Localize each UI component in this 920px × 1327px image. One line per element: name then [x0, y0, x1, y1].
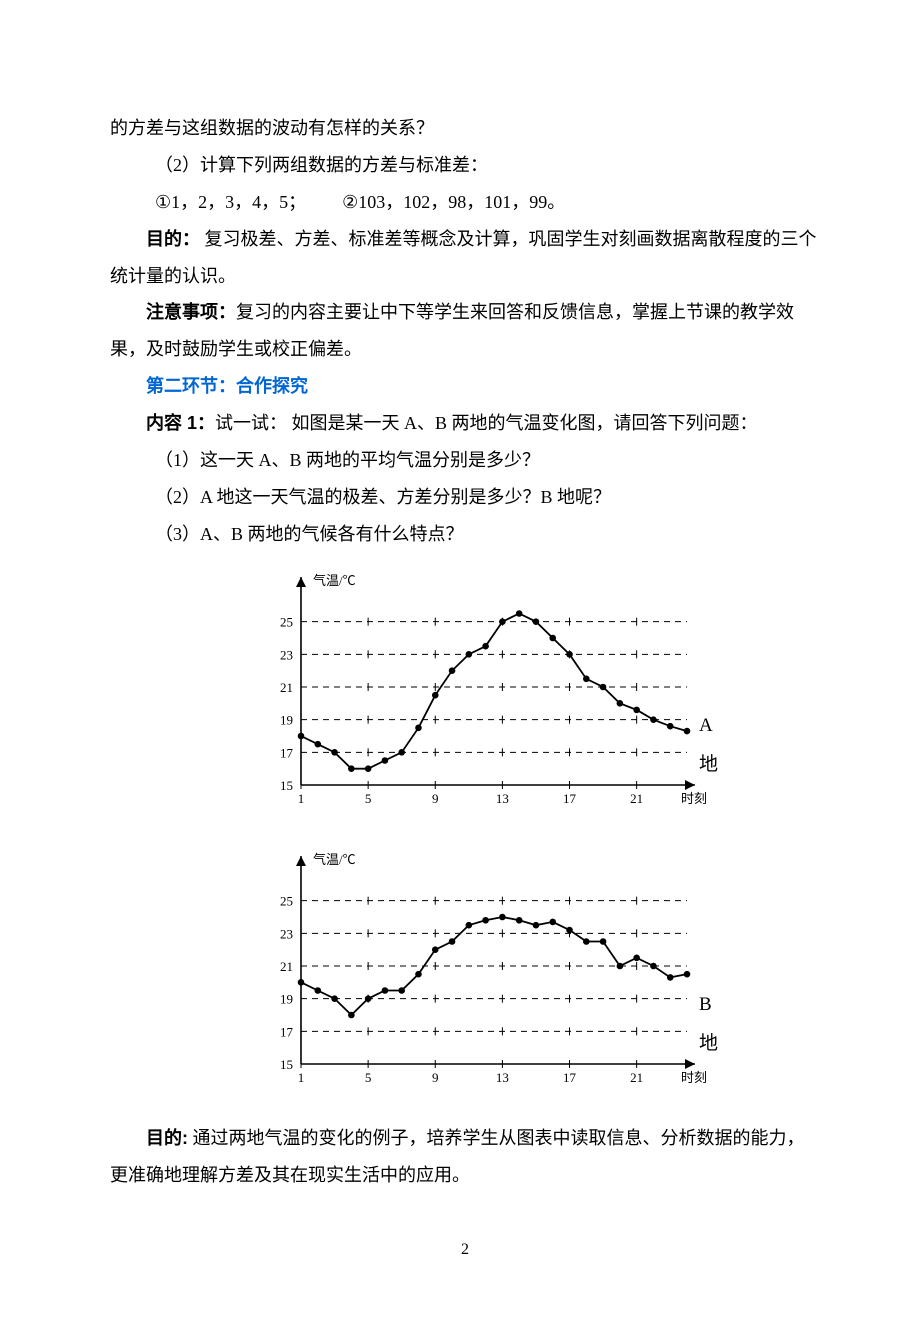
svg-text:23: 23	[280, 647, 293, 662]
line-notes: 注意事项：复习的内容主要让中下等学生来回答和反馈信息，掌握上节课的教学效果，及时…	[110, 294, 820, 368]
document-page: 的方差与这组数据的波动有怎样的关系？ （2）计算下列两组数据的方差与标准差： ①…	[0, 0, 920, 1327]
svg-text:25: 25	[280, 893, 293, 908]
svg-text:21: 21	[280, 680, 293, 695]
chart-a-box: 151719212325159131721气温/℃时刻 A 地	[255, 561, 715, 834]
svg-text:17: 17	[280, 745, 294, 760]
svg-text:19: 19	[280, 991, 293, 1006]
svg-text:21: 21	[630, 1070, 643, 1085]
svg-text:13: 13	[496, 791, 509, 806]
line-q-tail: 的方差与这组数据的波动有怎样的关系？	[110, 110, 820, 147]
label-purpose-2: 目的:	[146, 1128, 188, 1148]
charts-container: 151719212325159131721气温/℃时刻 A 地 15171921…	[150, 561, 820, 1113]
line-data-sets: ①1，2，3，4，5； ②103，102，98，101，99。	[110, 184, 820, 221]
svg-text:17: 17	[563, 1070, 577, 1085]
svg-text:时刻: 时刻	[681, 791, 707, 806]
svg-text:1: 1	[298, 1070, 305, 1085]
line-subq-3: （3）A、B 两地的气候各有什么特点？	[110, 516, 820, 553]
chart-b-label: B 地	[699, 986, 718, 1064]
text-content-1: 试一试： 如图是某一天 A、B 两地的气温变化图，请回答下列问题：	[215, 413, 758, 433]
svg-text:时刻: 时刻	[681, 1070, 707, 1085]
svg-text:15: 15	[280, 1057, 293, 1072]
label-content-1: 内容 1：	[146, 413, 215, 433]
svg-text:5: 5	[365, 1070, 372, 1085]
svg-text:17: 17	[280, 1024, 294, 1039]
label-notes: 注意事项：	[146, 302, 236, 322]
text-purpose-2: 通过两地气温的变化的例子，培养学生从图表中读取信息、分析数据的能力，更准确地理解…	[110, 1128, 805, 1185]
line-subq-2: （2）A 地这一天气温的极差、方差分别是多少？B 地呢？	[110, 479, 820, 516]
svg-text:气温/℃: 气温/℃	[313, 852, 356, 867]
line-subq-1: （1）这一天 A、B 两地的平均气温分别是多少？	[110, 442, 820, 479]
chart-b: 151719212325159131721气温/℃时刻	[255, 840, 715, 1100]
chart-b-box: 151719212325159131721气温/℃时刻 B 地	[255, 840, 715, 1113]
svg-text:5: 5	[365, 791, 372, 806]
svg-text:9: 9	[432, 791, 439, 806]
svg-text:9: 9	[432, 1070, 439, 1085]
chart-a: 151719212325159131721气温/℃时刻	[255, 561, 715, 821]
svg-text:13: 13	[496, 1070, 509, 1085]
svg-text:19: 19	[280, 712, 293, 727]
line-purpose-2: 目的: 通过两地气温的变化的例子，培养学生从图表中读取信息、分析数据的能力，更准…	[110, 1120, 820, 1194]
line-content-1: 内容 1：试一试： 如图是某一天 A、B 两地的气温变化图，请回答下列问题：	[110, 405, 820, 442]
svg-text:23: 23	[280, 926, 293, 941]
chart-a-label: A 地	[699, 707, 718, 785]
label-purpose-1: 目的：	[146, 229, 200, 249]
heading-section-2: 第二环节：合作探究	[110, 368, 820, 405]
text-purpose-1: 复习极差、方差、标准差等概念及计算，巩固学生对刻画数据离散程度的三个统计量的认识…	[110, 229, 817, 286]
page-number: 2	[110, 1234, 820, 1267]
svg-text:25: 25	[280, 614, 293, 629]
svg-text:21: 21	[630, 791, 643, 806]
svg-text:15: 15	[280, 778, 293, 793]
heading-section-2-text: 第二环节：合作探究	[146, 376, 308, 396]
line-purpose-1: 目的： 复习极差、方差、标准差等概念及计算，巩固学生对刻画数据离散程度的三个统计…	[110, 221, 820, 295]
svg-text:1: 1	[298, 791, 305, 806]
line-q2: （2）计算下列两组数据的方差与标准差：	[110, 147, 820, 184]
svg-text:17: 17	[563, 791, 577, 806]
svg-text:气温/℃: 气温/℃	[313, 573, 356, 588]
svg-text:21: 21	[280, 959, 293, 974]
